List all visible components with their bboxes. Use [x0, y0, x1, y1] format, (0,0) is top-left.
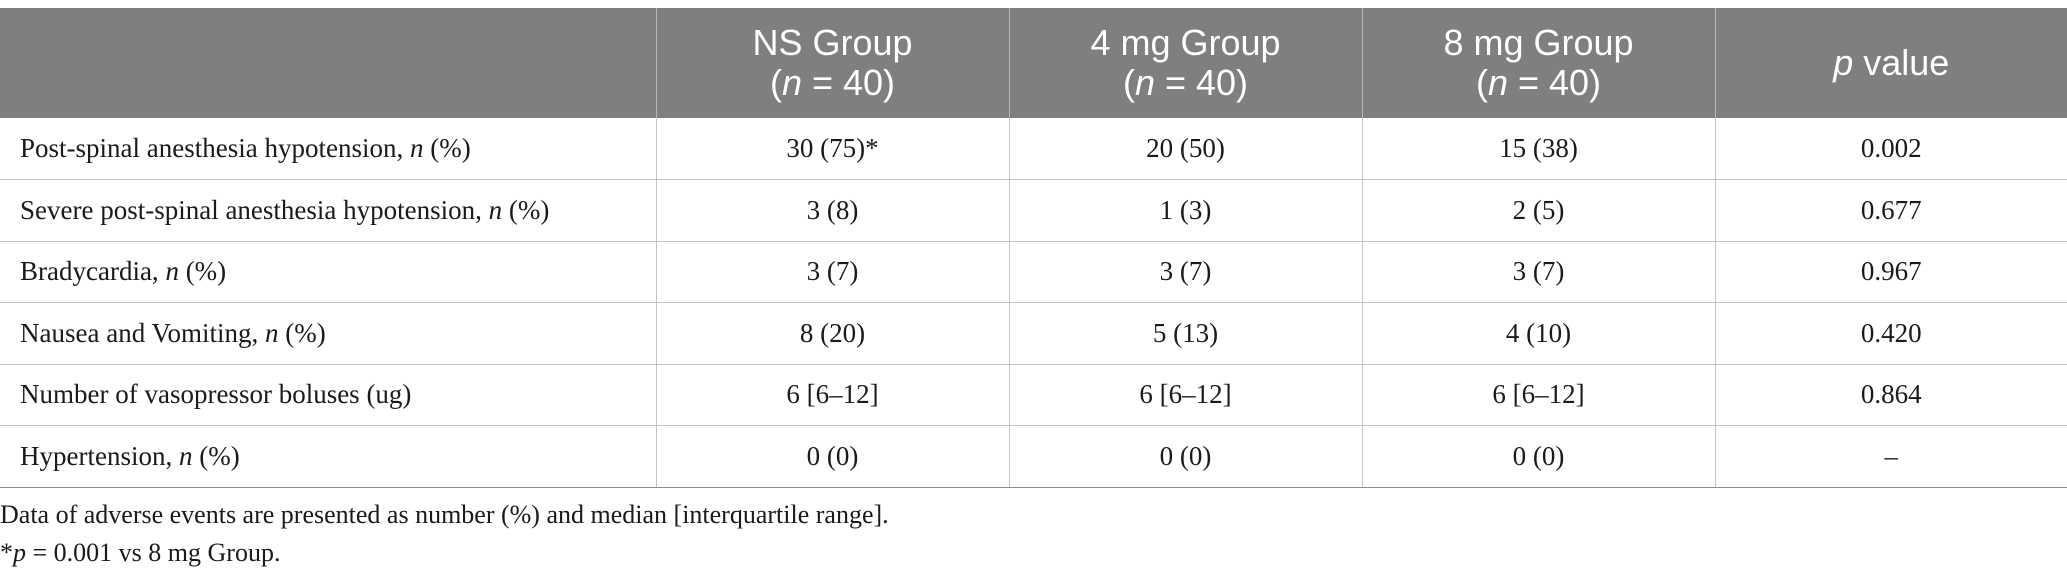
header-cell-8mg-group: 8 mg Group (n = 40): [1361, 8, 1715, 118]
row-label: Nausea and Vomiting, n (%): [0, 302, 656, 365]
cell-ns-group: 3 (7): [655, 241, 1009, 303]
adverse-events-table-container: NS Group (n = 40) 4 mg Group (n = 40) 8 …: [0, 8, 2067, 488]
cell-8mg-group: 15 (38): [1361, 118, 1715, 180]
cell-ns-group: 6 [6–12]: [655, 364, 1009, 426]
cell-ns-group: 3 (8): [655, 179, 1009, 242]
header-subtitle: (n = 40): [1475, 62, 1602, 103]
cell-p-value: –: [1714, 425, 2067, 488]
header-subtitle: (n = 40): [1122, 62, 1249, 103]
cell-4mg-group: 3 (7): [1008, 241, 1362, 303]
cell-8mg-group: 0 (0): [1361, 425, 1715, 488]
table-row: Bradycardia, n (%) 3 (7) 3 (7) 3 (7) 0.9…: [0, 241, 2067, 303]
cell-p-value: 0.677: [1714, 179, 2067, 242]
cell-ns-group: 30 (75)*: [655, 118, 1009, 180]
adverse-events-table: NS Group (n = 40) 4 mg Group (n = 40) 8 …: [0, 8, 2067, 488]
row-label: Post-spinal anesthesia hypotension, n (%…: [0, 118, 656, 180]
header-cell-ns-group: NS Group (n = 40): [655, 8, 1009, 118]
footnote-significance: *p = 0.001 vs 8 mg Group.: [0, 538, 281, 567]
header-cell-empty: [0, 8, 656, 118]
row-label: Hypertension, n (%): [0, 425, 656, 488]
cell-8mg-group: 3 (7): [1361, 241, 1715, 303]
cell-4mg-group: 5 (13): [1008, 302, 1362, 365]
table-row: Nausea and Vomiting, n (%) 8 (20) 5 (13)…: [0, 302, 2067, 365]
cell-4mg-group: 1 (3): [1008, 179, 1362, 242]
cell-4mg-group: 0 (0): [1008, 425, 1362, 488]
table-footnotes: Data of adverse events are presented as …: [0, 496, 2067, 572]
cell-8mg-group: 2 (5): [1361, 179, 1715, 242]
table-row: Severe post-spinal anesthesia hypotensio…: [0, 179, 2067, 242]
header-cell-4mg-group: 4 mg Group (n = 40): [1008, 8, 1362, 118]
cell-p-value: 0.002: [1714, 118, 2067, 180]
row-label: Severe post-spinal anesthesia hypotensio…: [0, 179, 656, 242]
cell-4mg-group: 6 [6–12]: [1008, 364, 1362, 426]
cell-4mg-group: 20 (50): [1008, 118, 1362, 180]
header-subtitle: (n = 40): [769, 62, 896, 103]
footnote-data-description: Data of adverse events are presented as …: [0, 500, 889, 529]
table-body: Post-spinal anesthesia hypotension, n (%…: [0, 118, 2067, 488]
cell-p-value: 0.420: [1714, 302, 2067, 365]
header-title: 4 mg Group: [1090, 22, 1281, 63]
table-row: Hypertension, n (%) 0 (0) 0 (0) 0 (0) –: [0, 425, 2067, 488]
cell-p-value: 0.864: [1714, 364, 2067, 426]
table-header-row: NS Group (n = 40) 4 mg Group (n = 40) 8 …: [0, 8, 2067, 118]
table-row: Post-spinal anesthesia hypotension, n (%…: [0, 118, 2067, 180]
row-label: Number of vasopressor boluses (ug): [0, 364, 656, 426]
header-cell-p-value: p value: [1714, 8, 2067, 118]
cell-8mg-group: 6 [6–12]: [1361, 364, 1715, 426]
row-label: Bradycardia, n (%): [0, 241, 656, 303]
cell-8mg-group: 4 (10): [1361, 302, 1715, 365]
header-title: 8 mg Group: [1443, 22, 1634, 63]
header-title: NS Group: [752, 22, 913, 63]
cell-ns-group: 8 (20): [655, 302, 1009, 365]
table-row: Number of vasopressor boluses (ug) 6 [6–…: [0, 364, 2067, 426]
cell-p-value: 0.967: [1714, 241, 2067, 303]
header-title: p value: [1833, 42, 1950, 83]
cell-ns-group: 0 (0): [655, 425, 1009, 488]
